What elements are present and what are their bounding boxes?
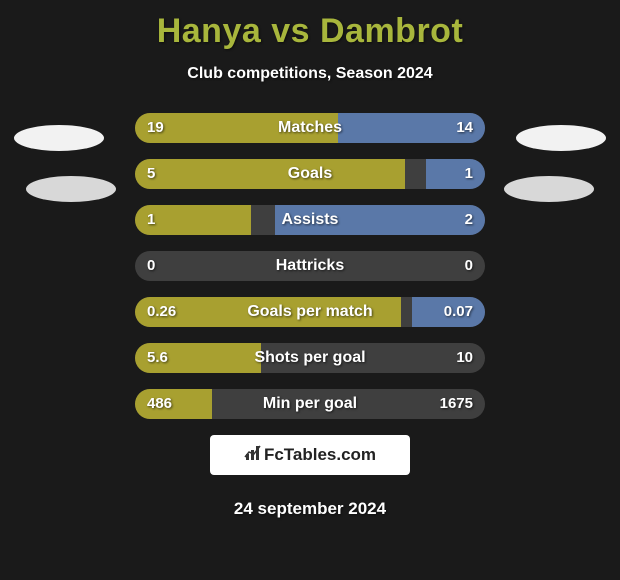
stat-label: Hattricks xyxy=(135,251,485,281)
stat-row: 5.610Shots per goal xyxy=(135,343,485,373)
player-left-disc-bottom xyxy=(26,176,116,202)
stat-value-right: 1675 xyxy=(440,389,473,419)
bar-right xyxy=(275,205,485,235)
stat-value-right: 0 xyxy=(465,251,473,281)
stat-row: 0.260.07Goals per match xyxy=(135,297,485,327)
bar-left xyxy=(135,205,251,235)
bar-left xyxy=(135,343,261,373)
bar-left xyxy=(135,297,401,327)
bar-right xyxy=(412,297,486,327)
stat-row: 12Assists xyxy=(135,205,485,235)
stat-row: 0 0Hattricks xyxy=(135,251,485,281)
bar-left xyxy=(135,113,338,143)
bar-right xyxy=(426,159,486,189)
brand-badge[interactable]: FcTables.com xyxy=(210,435,410,475)
date-text: 24 september 2024 xyxy=(0,499,620,519)
page-title: Hanya vs Dambrot xyxy=(0,0,620,51)
stat-value-right: 10 xyxy=(456,343,473,373)
stat-row: 51Goals xyxy=(135,159,485,189)
stat-value-left: 0 xyxy=(147,251,155,281)
player-right-disc-top xyxy=(516,125,606,151)
chart-icon xyxy=(244,444,262,462)
stats-container: 1914Matches 51Goals 12Assists 0 0Hattricks 0.… xyxy=(135,113,485,419)
bar-right xyxy=(338,113,485,143)
stat-row: 1914Matches xyxy=(135,113,485,143)
comparison-card: Hanya vs Dambrot Club competitions, Seas… xyxy=(0,0,620,580)
bar-left xyxy=(135,389,212,419)
stat-row: 4861675Min per goal xyxy=(135,389,485,419)
page-subtitle: Club competitions, Season 2024 xyxy=(0,65,620,83)
player-left-disc-top xyxy=(14,125,104,151)
brand-text: FcTables.com xyxy=(264,445,376,464)
bar-left xyxy=(135,159,405,189)
player-right-disc-bottom xyxy=(504,176,594,202)
